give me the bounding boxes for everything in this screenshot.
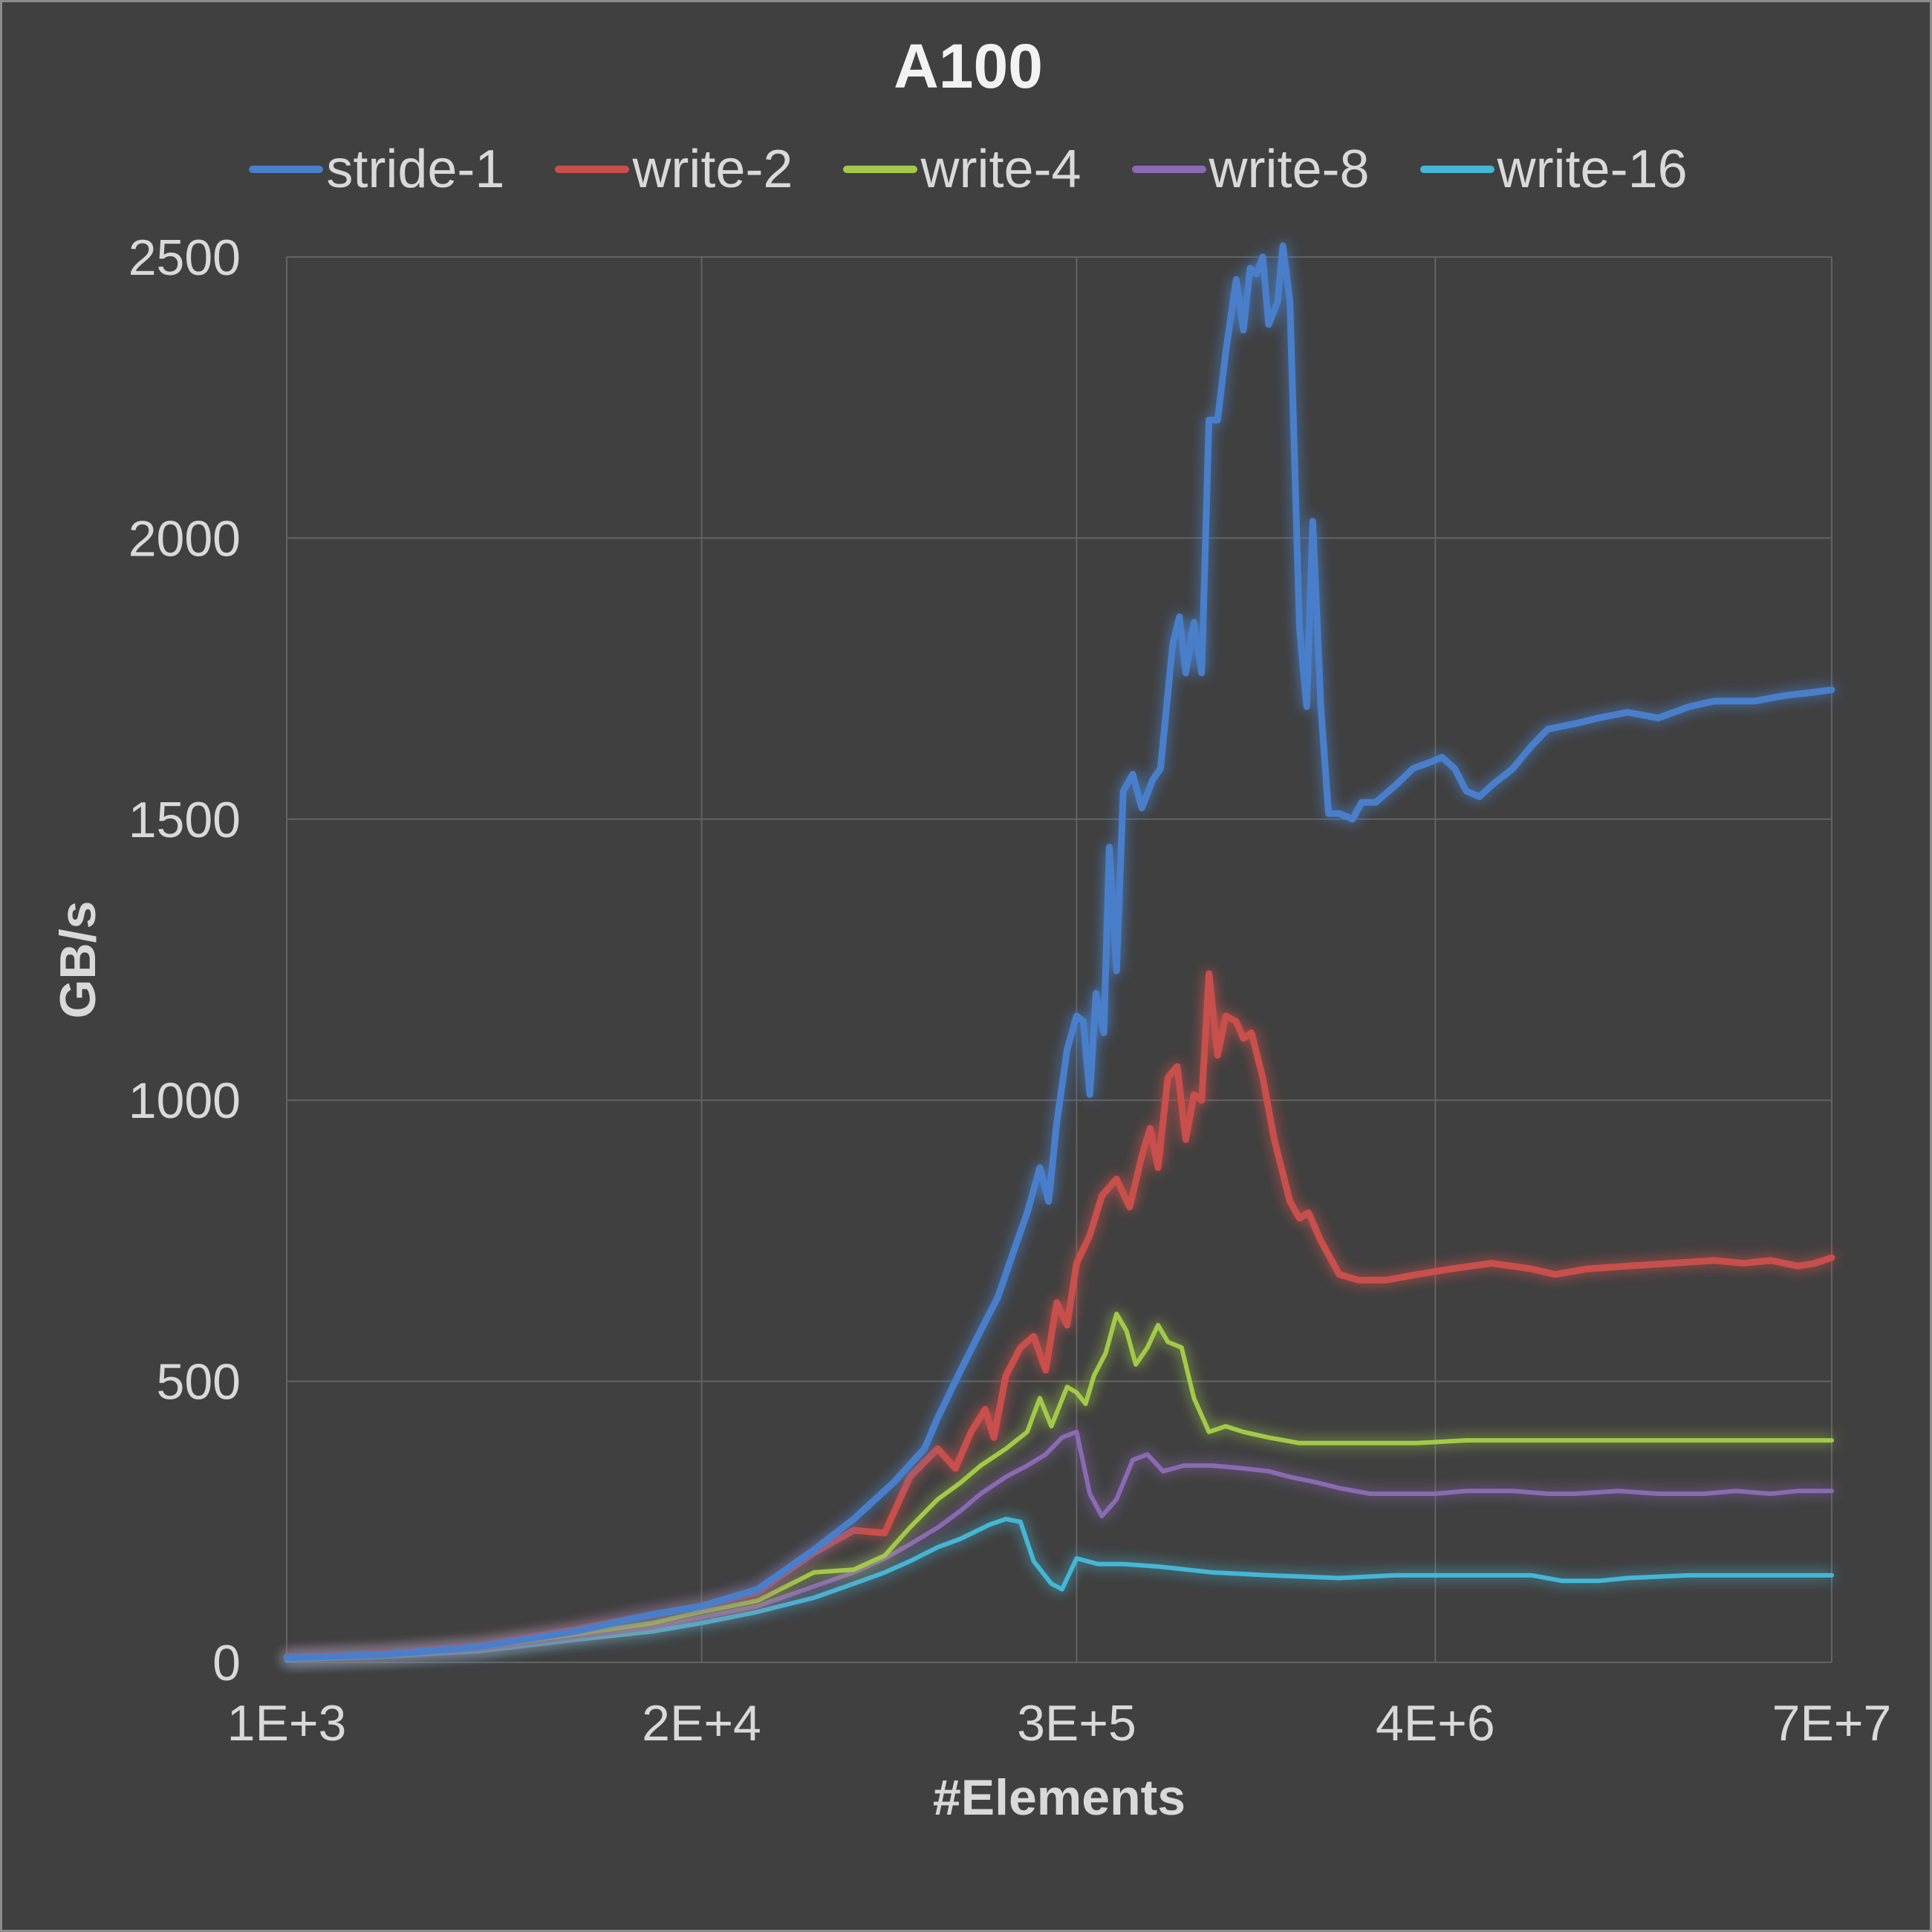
x-tick-label: 1E+3 bbox=[227, 1695, 347, 1752]
y-tick-label: 0 bbox=[212, 1635, 241, 1691]
legend-label-stride-1: stride-1 bbox=[326, 140, 505, 199]
series-line-write-2 bbox=[283, 970, 1835, 1660]
legend: stride-1 write-2 write-4 write-8 write-1… bbox=[2, 136, 1932, 203]
legend-swatch-write-4 bbox=[843, 166, 918, 173]
legend-item-write-8: write-8 bbox=[1131, 139, 1370, 200]
series-lines bbox=[283, 242, 1835, 1662]
y-tick-label: 1500 bbox=[129, 792, 241, 848]
y-tick-label: 2000 bbox=[129, 510, 241, 567]
chart-title: A100 bbox=[894, 31, 1043, 101]
x-tick-label: 2E+4 bbox=[642, 1695, 761, 1752]
legend-item-write-4: write-4 bbox=[843, 139, 1082, 200]
legend-label-write-4: write-4 bbox=[920, 140, 1082, 199]
legend-swatch-write-8 bbox=[1131, 166, 1206, 173]
y-tick-label: 500 bbox=[157, 1354, 241, 1411]
legend-swatch-write-16 bbox=[1419, 166, 1494, 173]
legend-label-write-2: write-2 bbox=[632, 140, 793, 199]
x-tick-label: 7E+7 bbox=[1772, 1695, 1892, 1752]
grid bbox=[286, 256, 1832, 1663]
y-axis-title: GB/s bbox=[50, 901, 106, 1019]
series-line-write-8 bbox=[284, 1429, 1834, 1662]
series-line-write-16 bbox=[284, 1517, 1834, 1662]
legend-item-write-2: write-2 bbox=[555, 139, 793, 200]
legend-item-write-16: write-16 bbox=[1419, 139, 1688, 200]
x-tick-label: 4E+6 bbox=[1376, 1695, 1495, 1752]
legend-label-write-16: write-16 bbox=[1497, 140, 1688, 199]
y-tick-label: 2500 bbox=[129, 230, 241, 286]
x-axis-title: #Elements bbox=[933, 1769, 1185, 1826]
legend-swatch-stride-1 bbox=[249, 166, 324, 173]
legend-swatch-write-2 bbox=[555, 166, 630, 173]
legend-label-write-8: write-8 bbox=[1209, 140, 1370, 199]
x-axis-ticks: 1E+3 2E+4 3E+5 4E+6 7E+7 bbox=[227, 1695, 1892, 1752]
y-axis-ticks: 0 500 1000 1500 2000 2500 bbox=[129, 230, 241, 1691]
x-tick-label: 3E+5 bbox=[1017, 1695, 1136, 1752]
legend-item-stride-1: stride-1 bbox=[249, 139, 504, 200]
y-tick-label: 1000 bbox=[129, 1073, 241, 1129]
series-line-stride-1 bbox=[283, 242, 1835, 1662]
series-line-write-4 bbox=[284, 1311, 1834, 1661]
